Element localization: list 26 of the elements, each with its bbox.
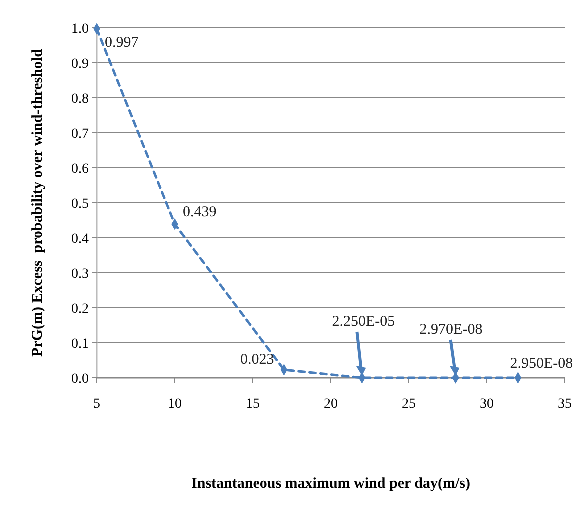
- y-tick-label: 0.9: [72, 56, 89, 72]
- y-tick-label: 0.0: [72, 372, 89, 387]
- data-label: 0.023: [240, 352, 274, 368]
- x-tick-label: 20: [324, 397, 338, 412]
- y-axis-title: PrG(m) Excess probability over wind-threshold: [30, 48, 46, 357]
- data-label: 2.950E-08: [510, 356, 574, 372]
- x-tick-label: 30: [480, 397, 494, 412]
- data-label: 2.970E-08: [420, 322, 483, 338]
- y-tick-label: 0.1: [72, 336, 89, 352]
- y-tick-label: 0.2: [72, 302, 89, 317]
- y-tick-label: 0.7: [72, 126, 89, 142]
- y-tick-label: 0.5: [72, 196, 89, 212]
- y-tick-label: 0.4: [72, 232, 89, 247]
- x-tick-label: 35: [558, 397, 572, 412]
- data-label: 2.250E-05: [332, 314, 396, 330]
- data-label: 0.997: [105, 35, 140, 52]
- y-tick-label: 0.3: [72, 266, 89, 282]
- y-tick-label: 1.0: [72, 22, 89, 37]
- data-label: 0.439: [183, 204, 217, 220]
- x-tick-label: 5: [94, 397, 100, 412]
- y-tick-label: 0.6: [72, 162, 89, 177]
- x-tick-label: 10: [168, 397, 182, 412]
- x-tick-label: 25: [402, 397, 416, 412]
- x-tick-label: 15: [246, 397, 260, 412]
- y-tick-label: 0.8: [72, 92, 89, 107]
- x-axis-title: Instantaneous maximum wind per day(m/s): [192, 476, 470, 492]
